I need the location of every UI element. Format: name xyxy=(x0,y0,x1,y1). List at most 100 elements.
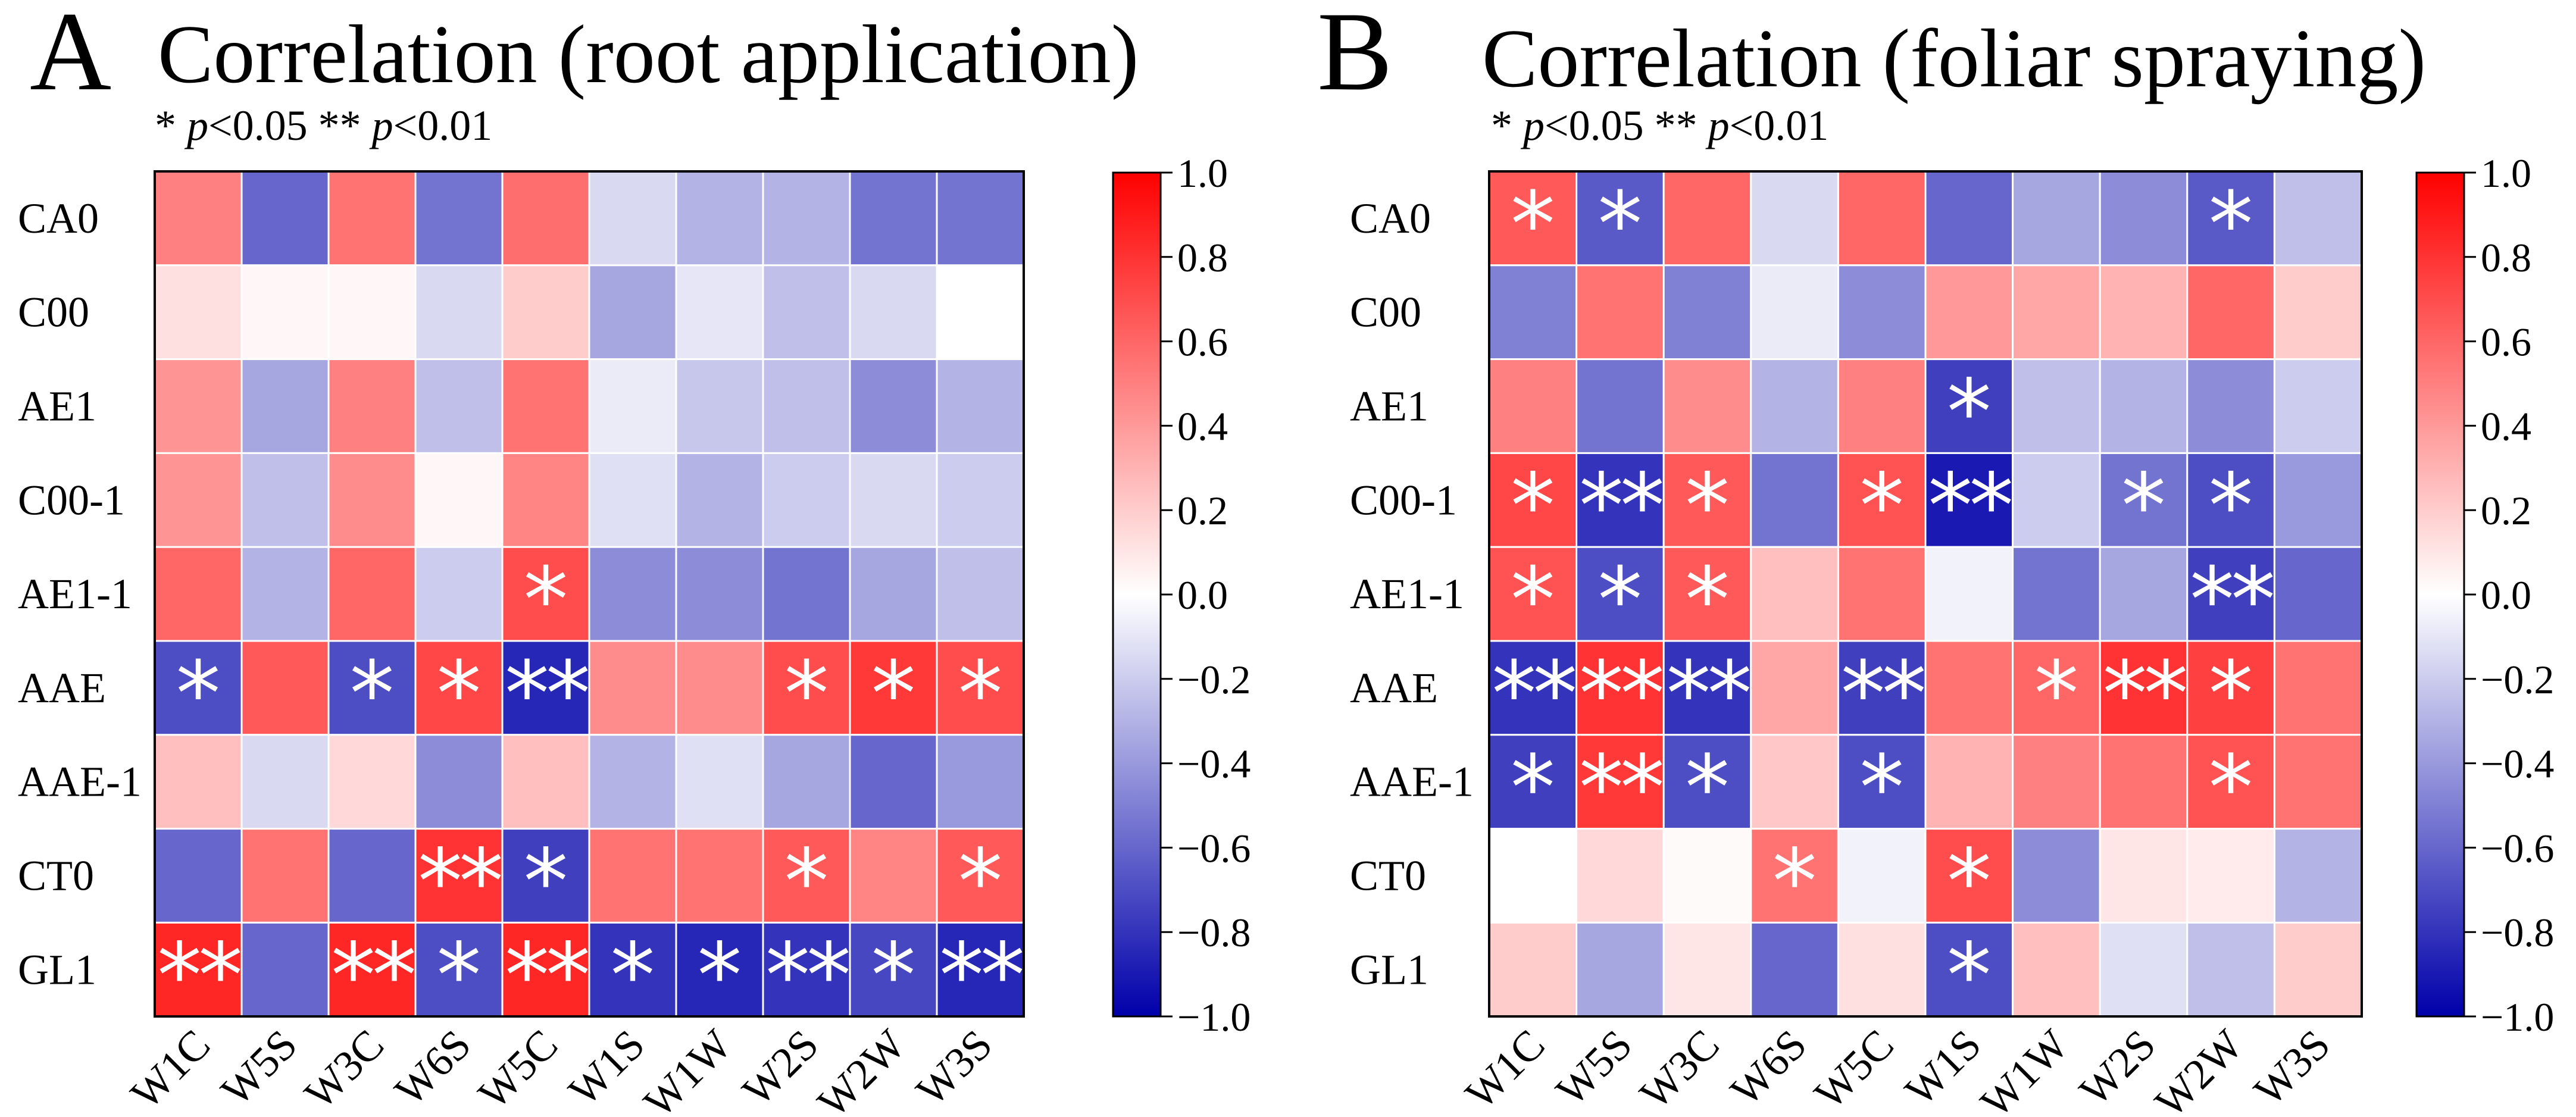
panel-b-significance-stars: * * *** ** * * ** * ** * * **** ** ** ** * ** ** ** * * ** ** xyxy=(1492,173,2277,1028)
heatmap-cell xyxy=(501,358,590,454)
row-label: AE1 xyxy=(1350,383,1428,430)
double-significance-star: ** xyxy=(418,831,501,934)
heatmap-cell xyxy=(2012,828,2101,924)
heatmap-cell xyxy=(675,170,764,267)
row-label: AAE-1 xyxy=(18,758,142,806)
heatmap-cell xyxy=(936,640,1025,736)
panel-a-letter: A xyxy=(30,0,111,114)
double-significance-star: ** xyxy=(1579,643,1662,746)
column-label: W3C xyxy=(1631,1021,1728,1117)
double-significance-star: ** xyxy=(1492,643,1575,746)
heatmap-cell xyxy=(2186,828,2275,924)
significance-star: * xyxy=(350,643,395,746)
heatmap-cell xyxy=(2099,264,2189,361)
double-significance-star: ** xyxy=(505,643,588,746)
panel-a-heatmap-frame xyxy=(154,170,1025,1018)
colorbar-tick-label: −0.6 xyxy=(1177,825,1251,871)
heatmap-cell xyxy=(501,546,590,642)
heatmap-cell xyxy=(936,170,1025,267)
heatmap-cell xyxy=(327,452,417,548)
heatmap-cell xyxy=(1488,640,1578,736)
heatmap-cell xyxy=(936,358,1025,454)
significance-star: * xyxy=(784,643,829,746)
panel-a-row-labels: CA0 C00 AE1 C00-1 AE1-1 AAE AAE-1 CT0 GL1 xyxy=(18,195,142,993)
heatmap-cell xyxy=(414,170,504,267)
heatmap-cell xyxy=(588,546,677,642)
heatmap-cell xyxy=(1837,921,1927,1018)
colorbar-tick-label: 0.6 xyxy=(1177,320,1228,365)
double-significance-star: ** xyxy=(2190,549,2273,652)
colorbar-tick-label: 0.2 xyxy=(1177,488,1228,533)
heatmap-cell xyxy=(936,828,1025,924)
panel-b-significance-note: * p<0.05 ** p<0.01 xyxy=(1491,102,1828,149)
heatmap-cell xyxy=(1750,452,1839,548)
heatmap-cell xyxy=(327,546,417,642)
heatmap-cell xyxy=(588,921,677,1018)
heatmap-cell xyxy=(414,734,504,830)
column-label: W5S xyxy=(1547,1021,1641,1115)
colorbar-tick-label: 0.4 xyxy=(1177,403,1228,449)
heatmap-cell xyxy=(2186,358,2275,454)
significance-star: * xyxy=(2209,173,2253,277)
heatmap-cell xyxy=(501,264,590,361)
double-significance-star: ** xyxy=(1579,455,1662,558)
column-label: W2S xyxy=(733,1021,827,1115)
heatmap-cell xyxy=(1662,170,1752,267)
heatmap-cell xyxy=(154,264,243,361)
colorbar-tick-label: −0.6 xyxy=(2481,825,2554,871)
row-label: CA0 xyxy=(1350,195,1431,242)
double-significance-star: ** xyxy=(939,924,1023,1028)
row-label: CA0 xyxy=(18,195,99,242)
significance-star: * xyxy=(1685,455,1730,558)
column-label: W2W xyxy=(808,1021,914,1117)
significance-star: * xyxy=(1511,737,1555,840)
significance-star: * xyxy=(2121,455,2166,558)
heatmap-cell xyxy=(675,640,764,736)
heatmap-cell xyxy=(1837,358,1927,454)
significance-star: * xyxy=(437,924,482,1028)
heatmap-cell xyxy=(1575,828,1665,924)
heatmap-cell xyxy=(762,546,851,642)
heatmap-cell xyxy=(1837,828,1927,924)
significance-star: * xyxy=(1947,924,1992,1028)
heatmap-cell xyxy=(327,921,417,1018)
heatmap-cell xyxy=(2012,734,2101,830)
heatmap-cell xyxy=(762,358,851,454)
significance-star: * xyxy=(958,831,1003,934)
heatmap-cell xyxy=(2012,921,2101,1018)
heatmap-cell xyxy=(327,358,417,454)
column-label: W3S xyxy=(907,1021,1001,1115)
heatmap-cell xyxy=(240,640,330,736)
heatmap-cell xyxy=(675,734,764,830)
heatmap-cell xyxy=(588,264,677,361)
significance-star: * xyxy=(1685,549,1730,652)
heatmap-cell xyxy=(2273,734,2363,830)
heatmap-cell xyxy=(2273,358,2363,454)
heatmap-cell xyxy=(936,452,1025,548)
colorbar-tick-label: −0.4 xyxy=(1177,741,1251,787)
row-label: AE1-1 xyxy=(18,570,132,618)
heatmap-cell xyxy=(675,452,764,548)
row-label: GL1 xyxy=(18,946,96,993)
heatmap-cell xyxy=(1575,734,1665,830)
heatmap-cell xyxy=(588,734,677,830)
heatmap-cell xyxy=(1924,170,2014,267)
heatmap-cell xyxy=(240,358,330,454)
column-label: W5S xyxy=(212,1021,306,1115)
double-significance-star: ** xyxy=(1841,643,1924,746)
significance-star: * xyxy=(524,549,568,652)
heatmap-cell xyxy=(2186,264,2275,361)
row-label: C00 xyxy=(18,289,89,336)
heatmap-cell xyxy=(414,546,504,642)
heatmap-cell xyxy=(1750,921,1839,1018)
panel-b-colorbar: 1.0 0.8 0.6 0.4 0.2 0.0 −0.2 −0.4 −0.6 −0.8 −1.0 xyxy=(2415,151,2554,1040)
heatmap-cell xyxy=(1662,828,1752,924)
heatmap-cell xyxy=(414,264,504,361)
significance-star: * xyxy=(2034,643,2078,746)
column-label: W5C xyxy=(1805,1021,1903,1117)
panel-a-heatmap-cells xyxy=(154,170,1025,1018)
row-label: GL1 xyxy=(1350,946,1428,993)
heatmap-cell xyxy=(1488,264,1578,361)
panel-a-title: Correlation (root application) xyxy=(158,8,1139,101)
